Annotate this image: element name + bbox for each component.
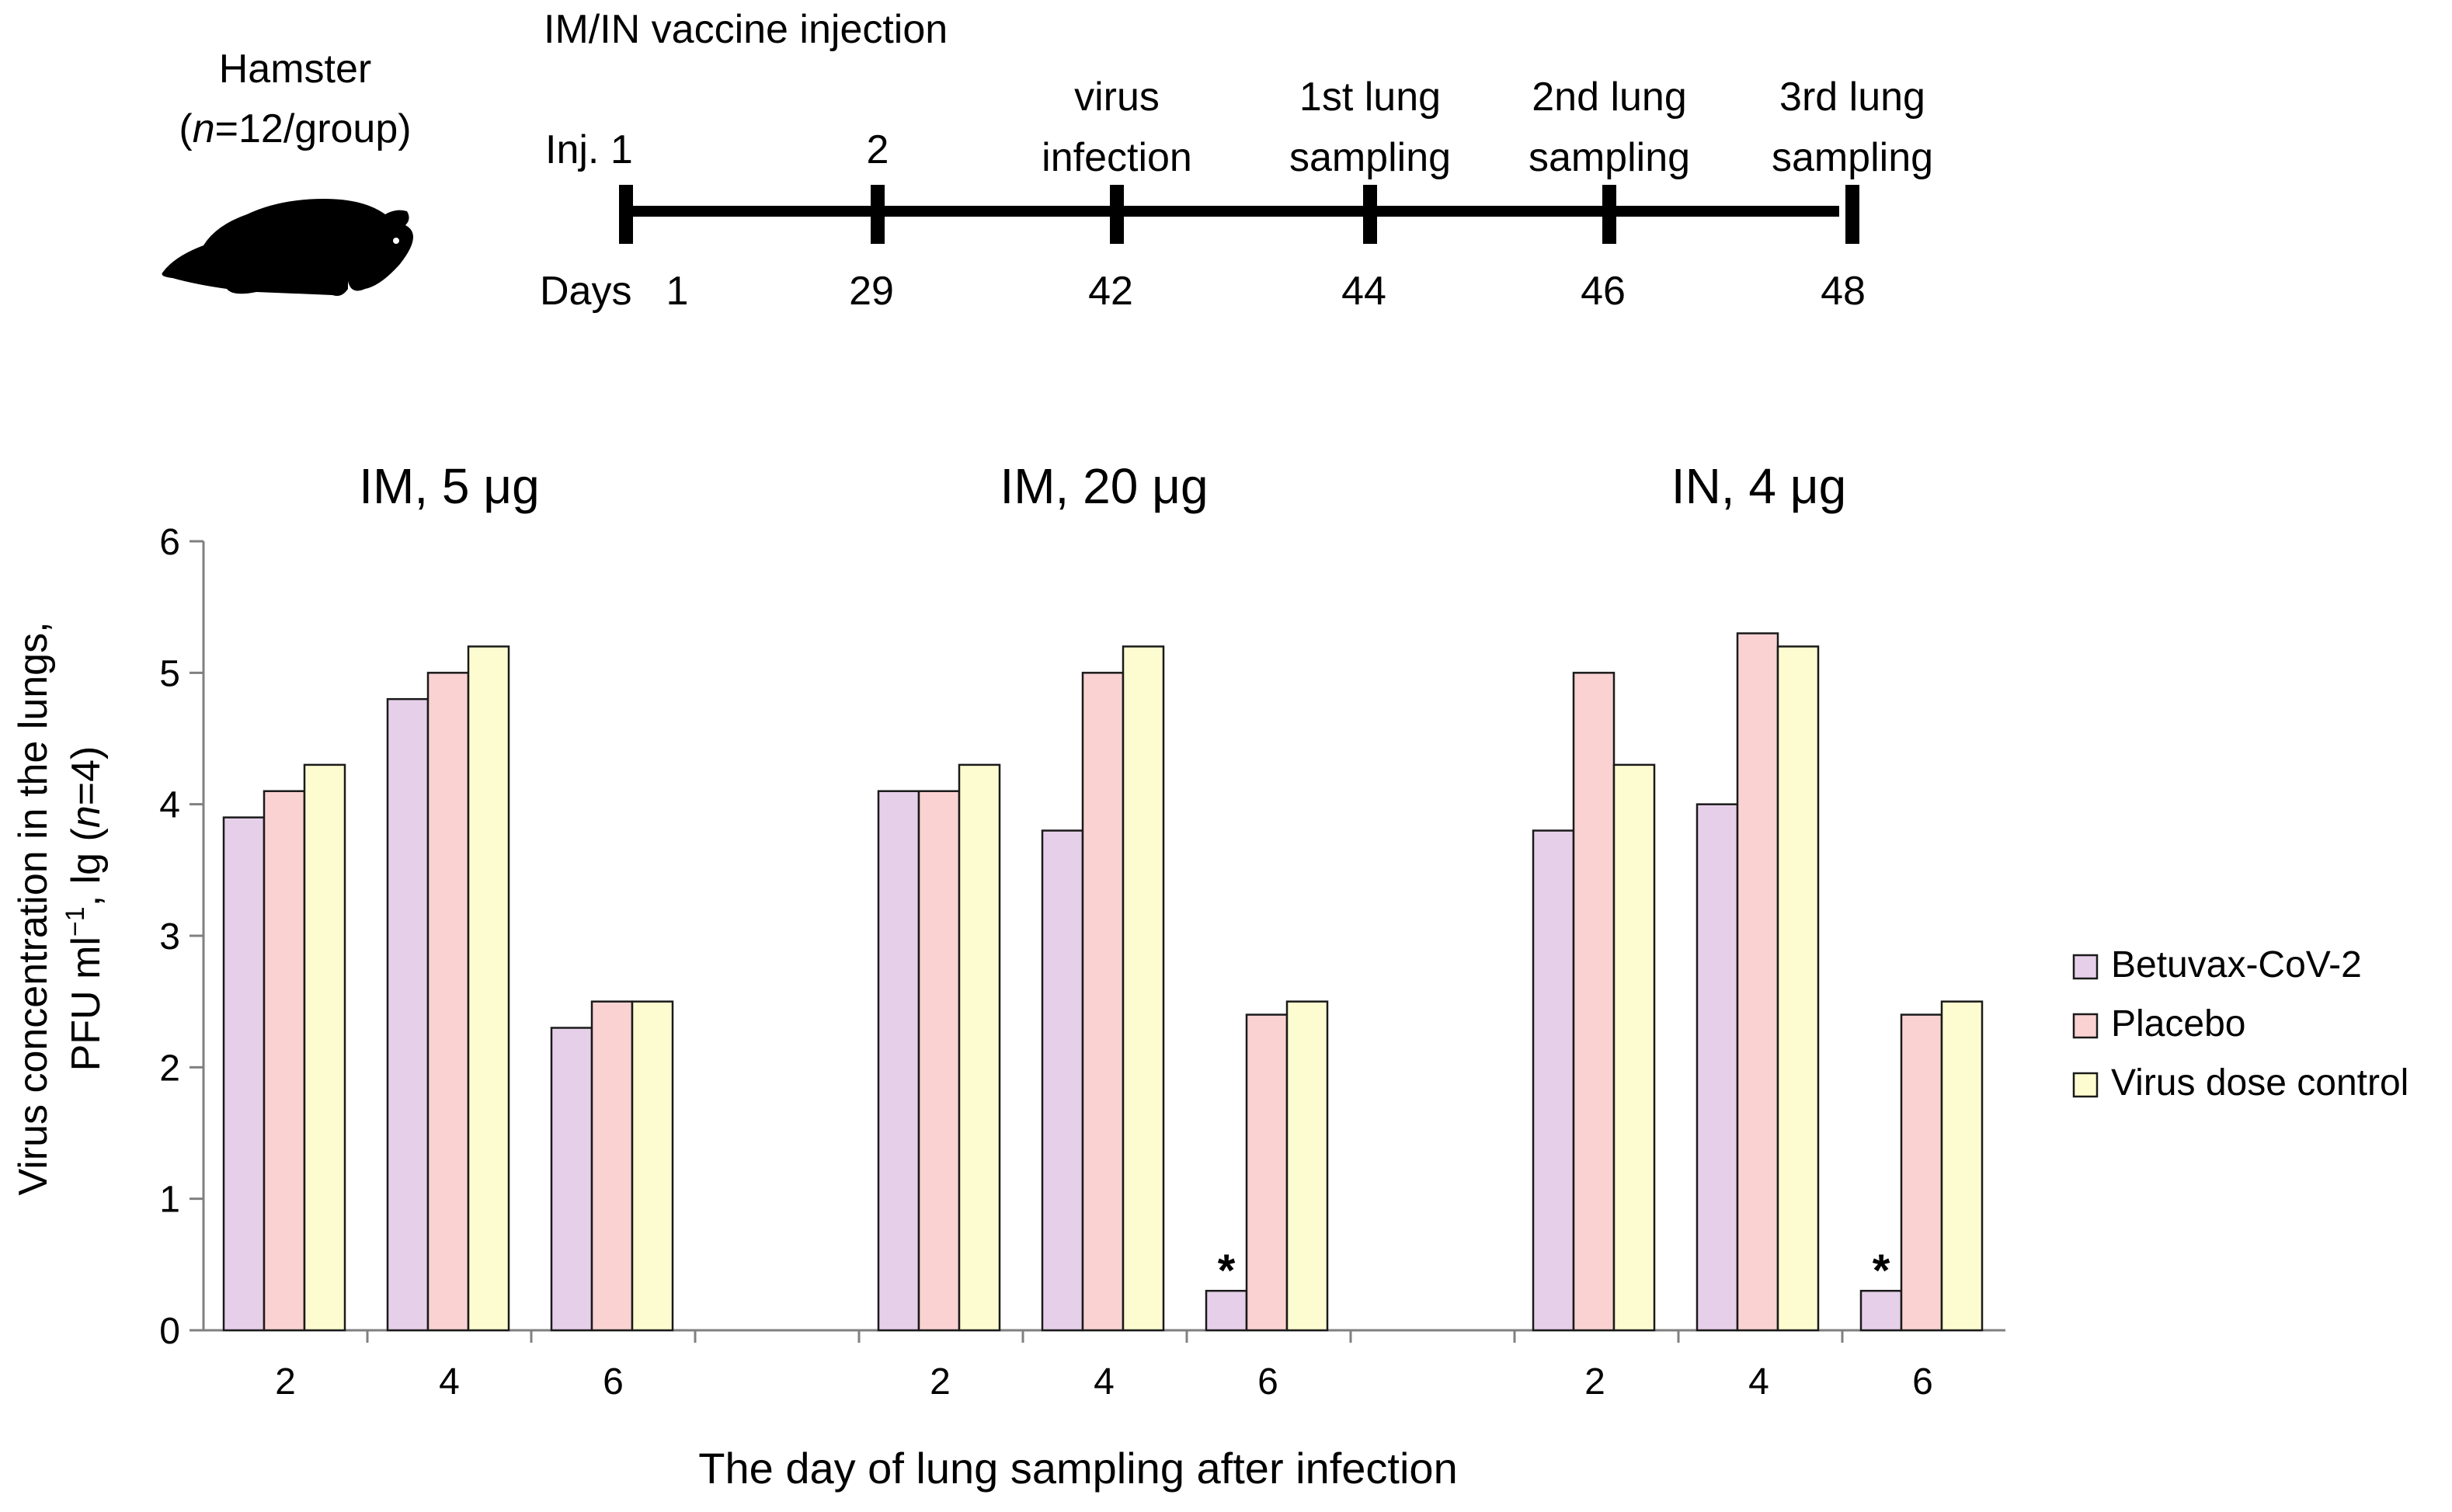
- timeline-event-label: 2nd lung: [1532, 75, 1687, 120]
- bar: [1696, 803, 1739, 1332]
- timeline-event-label: 1st lung: [1299, 75, 1441, 120]
- bar: [386, 697, 430, 1332]
- chart-bars: [222, 632, 1984, 1332]
- timeline-title: IM/IN vaccine injection: [544, 7, 948, 52]
- timeline-day-label: 48: [1821, 269, 1866, 314]
- timeline-day-label: 42: [1088, 269, 1133, 314]
- bar: [958, 763, 1001, 1332]
- timeline-event-label: 2: [867, 127, 889, 172]
- timeline: Inj. 1 1 2 29 virus infection 42 1st lung sampli…: [545, 75, 1933, 314]
- bar: [1612, 763, 1656, 1332]
- y-axis-label-line1: Virus concentration in the lungs,: [11, 621, 56, 1195]
- y-tick-label: 4: [159, 785, 180, 826]
- legend-swatch: [2072, 1013, 2099, 1039]
- bar: [1122, 645, 1165, 1332]
- bar: [1245, 1013, 1289, 1332]
- bar: [631, 1000, 674, 1332]
- bar: [303, 763, 346, 1332]
- significance-marker: *: [1873, 1246, 1890, 1296]
- bar: [1736, 632, 1779, 1332]
- x-axis-label: The day of lung sampling after infection: [698, 1444, 1457, 1493]
- bar: [590, 1000, 634, 1332]
- timeline-event-label: infection: [1042, 135, 1192, 180]
- bar: [1205, 1289, 1248, 1332]
- x-tick-label: 2: [275, 1361, 296, 1403]
- x-tick-label: 2: [930, 1361, 951, 1403]
- bar: [917, 790, 961, 1332]
- y-tick-label: 3: [159, 916, 180, 958]
- significance-marker: *: [1218, 1246, 1236, 1296]
- group-size-label: (n=12/group): [179, 106, 411, 151]
- bar-chart: 0 1 2 3 4 5 6 IM, 5 μg 2 4 6 IM, 20 μg 2 4 6 IN, 4 μg 2 4…: [159, 458, 2005, 1403]
- y-axis-label-line2: PFU ml−1, lg (n=4): [61, 746, 109, 1072]
- x-tick-label: 6: [603, 1361, 624, 1403]
- y-tick-label: 6: [159, 522, 180, 563]
- bar: [467, 645, 510, 1332]
- bar: [1859, 1289, 1903, 1332]
- y-tick-label: 2: [159, 1048, 180, 1089]
- chart-labels: 0 1 2 3 4 5 6 IM, 5 μg 2 4 6 IM, 20 μg 2 4 6 IN, 4 μg 2 4…: [159, 458, 1933, 1403]
- timeline-event-label: sampling: [1772, 135, 1933, 180]
- y-tick-label: 0: [159, 1311, 180, 1352]
- legend-label: Betuvax-CoV-2: [2111, 944, 2362, 985]
- timeline-event-label: sampling: [1289, 135, 1451, 180]
- hamster-icon: [162, 199, 413, 296]
- legend-swatch: [2072, 954, 2099, 980]
- timeline-event-label: sampling: [1529, 135, 1690, 180]
- bar: [426, 672, 470, 1332]
- legend-label: Virus dose control: [2111, 1062, 2409, 1104]
- bar: [1572, 672, 1616, 1332]
- bar: [1940, 1000, 1984, 1332]
- timeline-event-label: Inj. 1: [545, 127, 633, 172]
- x-tick-label: 6: [1257, 1361, 1278, 1403]
- bar: [1285, 1000, 1329, 1332]
- group-title: IN, 4 μg: [1671, 458, 1846, 514]
- bar: [222, 816, 266, 1332]
- group-title: IM, 20 μg: [1000, 458, 1208, 514]
- legend-label: Placebo: [2111, 1003, 2245, 1044]
- timeline-day-label: 29: [849, 269, 894, 314]
- legend-swatch: [2072, 1072, 2099, 1098]
- timeline-day-label: 1: [666, 269, 689, 314]
- y-tick-label: 1: [159, 1180, 180, 1221]
- bar: [550, 1027, 593, 1332]
- hamster-label: Hamster: [219, 47, 371, 92]
- x-tick-label: 6: [1912, 1361, 1933, 1403]
- bar: [1081, 672, 1125, 1332]
- group-title: IM, 5 μg: [359, 458, 540, 514]
- bar: [1776, 645, 1820, 1332]
- bar: [877, 790, 920, 1332]
- y-tick-label: 5: [159, 653, 180, 694]
- bar: [1900, 1013, 1943, 1332]
- timeline-event-label: 3rd lung: [1779, 75, 1925, 120]
- timeline-day-label: 44: [1341, 269, 1386, 314]
- x-tick-label: 4: [1094, 1361, 1115, 1403]
- days-prefix: Days: [540, 269, 631, 314]
- timeline-day-label: 46: [1581, 269, 1626, 314]
- bar: [1041, 829, 1084, 1332]
- bar: [263, 790, 306, 1332]
- timeline-event-label: virus: [1074, 75, 1160, 120]
- x-tick-label: 2: [1584, 1361, 1605, 1403]
- chart-legend: Betuvax-CoV-2 Placebo Virus dose control: [2072, 944, 2409, 1104]
- bar: [1532, 829, 1575, 1332]
- x-tick-label: 4: [1748, 1361, 1769, 1403]
- x-tick-label: 4: [439, 1361, 460, 1403]
